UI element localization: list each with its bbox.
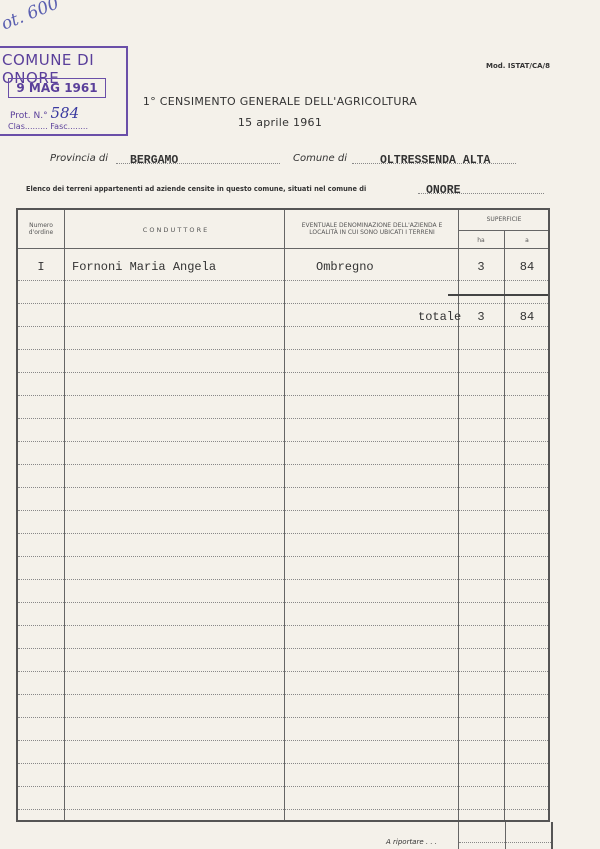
row-divider <box>18 510 548 511</box>
row-localita: Ombregno <box>316 260 374 274</box>
stamp-clas-fasc: Clas......... Fasc........ <box>8 122 88 131</box>
header-superficie: SUPERFICIE <box>486 216 522 223</box>
header-a: a <box>525 237 529 244</box>
row-ha: 3 <box>477 260 485 274</box>
row-conduttore: Fornoni Maria Angela <box>72 260 217 274</box>
model-code: Mod. ISTAT/CA/8 <box>486 62 550 70</box>
total-a: 84 <box>519 310 535 324</box>
row-divider <box>18 487 548 488</box>
census-date: 15 aprile 1961 <box>237 116 323 129</box>
provincia-value: BERGAMO <box>130 154 179 167</box>
row-divider <box>18 349 548 350</box>
row-a: 84 <box>519 260 535 274</box>
row-numero: I <box>37 260 45 274</box>
row-divider <box>18 786 548 787</box>
row-divider <box>18 418 548 419</box>
row-divider <box>18 372 548 373</box>
terreni-table: Numero d'ordine C O N D U T T O R E EVEN… <box>16 208 550 822</box>
provincia-label: Provincia di <box>50 153 109 164</box>
elenco-label: Elenco dei terreni appartenenti ad azien… <box>26 185 367 193</box>
row-divider <box>18 533 548 534</box>
row-divider <box>18 395 548 396</box>
prot-label: Prot. N.° <box>10 111 48 121</box>
row-divider <box>18 740 548 741</box>
row-divider <box>18 671 548 672</box>
stamp-prot: Prot. N.° 584 <box>10 104 79 122</box>
row-divider <box>18 303 548 304</box>
row-divider <box>18 464 548 465</box>
comune-value: OLTRESSENDA ALTA <box>380 154 491 167</box>
elenco-comune: ONORE <box>426 184 461 197</box>
protocol-stamp: COMUNE DI ONORE 9 MAG 1961 Prot. N.° 584… <box>0 46 128 136</box>
header-numero: Numero d'ordine <box>28 222 54 236</box>
row-divider <box>18 556 548 557</box>
row-divider <box>18 625 548 626</box>
sum-line <box>448 294 548 296</box>
total-label: totale <box>418 310 462 324</box>
comune-label: Comune di <box>293 153 347 164</box>
row-divider <box>18 579 548 580</box>
row-divider <box>18 694 548 695</box>
row-divider <box>18 717 548 718</box>
row-divider <box>18 648 548 649</box>
header-conduttore: C O N D U T T O R E <box>142 226 208 234</box>
row-divider <box>18 809 548 810</box>
stamp-title: COMUNE DI ONORE <box>2 51 95 87</box>
stamp-date: 9 MAG 1961 <box>8 78 106 98</box>
row-divider <box>18 602 548 603</box>
header-denominazione: EVENTUALE DENOMINAZIONE DELL'AZIENDA E L… <box>301 222 443 236</box>
prot-number: 584 <box>50 104 80 122</box>
row-divider <box>18 763 548 764</box>
header-ha: ha <box>477 237 485 244</box>
page-title: 1° CENSIMENTO GENERALE DELL'AGRICOLTURA <box>142 95 418 108</box>
row-divider <box>18 441 548 442</box>
total-ha: 3 <box>477 310 485 324</box>
handwritten-annotation: ot. 600 <box>0 0 62 35</box>
row-divider <box>18 280 548 281</box>
riportare-label: A riportare . . . <box>386 838 438 846</box>
row-divider <box>18 326 548 327</box>
